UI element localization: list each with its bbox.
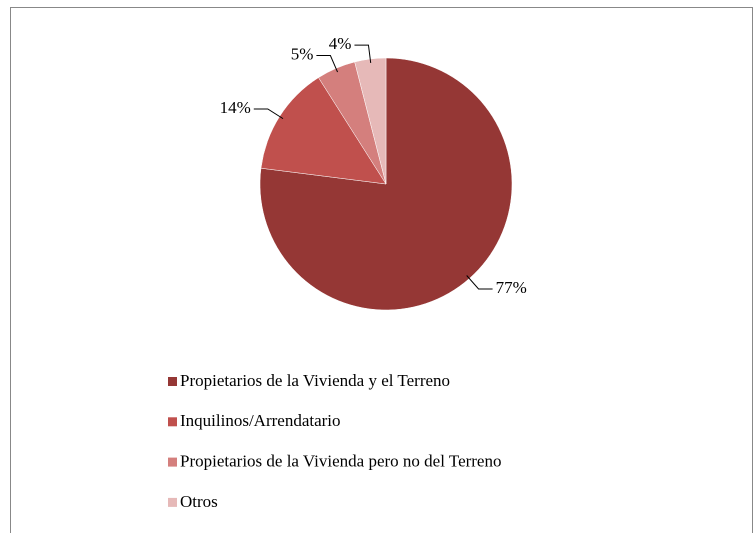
legend-label: Inquilinos/Arrendatario bbox=[180, 411, 341, 430]
legend-label: Otros bbox=[180, 492, 218, 511]
data-label: 14% bbox=[220, 98, 251, 117]
legend-swatch bbox=[168, 497, 177, 507]
data-label: 77% bbox=[496, 278, 527, 297]
leader-line bbox=[354, 44, 372, 64]
data-label: 4% bbox=[329, 34, 352, 53]
legend-swatch bbox=[168, 417, 177, 427]
leader-line bbox=[253, 108, 284, 120]
legend-label: Propietarios de la Vivienda pero no del … bbox=[180, 452, 501, 471]
data-label: 5% bbox=[291, 44, 314, 63]
legend-swatch bbox=[168, 377, 177, 386]
leader-line bbox=[316, 55, 339, 73]
legend-label: Propietarios de la Vivienda y el Terreno bbox=[180, 371, 450, 390]
legend-swatch bbox=[168, 457, 177, 467]
leader-line bbox=[466, 275, 493, 290]
